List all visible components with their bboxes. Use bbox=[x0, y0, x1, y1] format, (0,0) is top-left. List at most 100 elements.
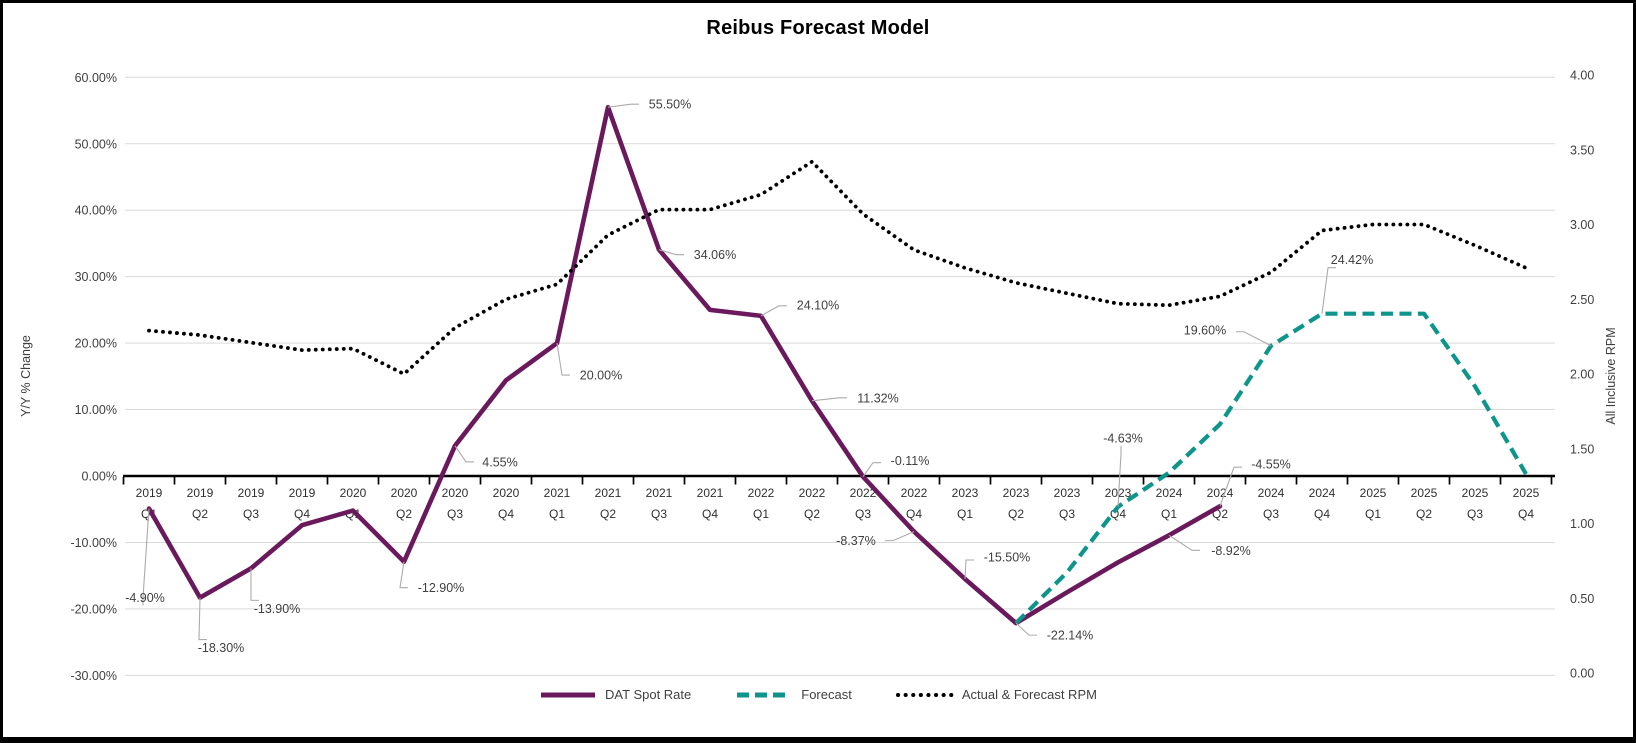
x-axis-label: 2019 Q2 bbox=[187, 486, 214, 521]
x-axis-label: 2019 Q4 bbox=[289, 486, 316, 521]
series-line-dat-spot-rate bbox=[146, 104, 1223, 626]
left-axis-tick-label: -30.00% bbox=[70, 669, 117, 683]
data-label: 55.50% bbox=[649, 98, 691, 112]
gridlines bbox=[125, 76, 1555, 676]
data-label-leader bbox=[1236, 331, 1272, 347]
data-label-leader bbox=[1168, 534, 1200, 551]
right-axis-tick-label: 3.00 bbox=[1570, 218, 1594, 232]
legend-item: Forecast bbox=[735, 687, 852, 702]
data-label-leader bbox=[1015, 622, 1037, 636]
left-axis-tick-label: -10.00% bbox=[70, 536, 117, 550]
legend-item-label: DAT Spot Rate bbox=[605, 687, 692, 702]
data-label: -4.90% bbox=[125, 591, 165, 605]
x-axis-label: 2025 Q3 bbox=[1462, 486, 1489, 521]
data-label-leader bbox=[607, 103, 639, 108]
x-axis-labels: 2019 Q1 2019 Q2 2019 Q3 2019 Q4 2020 Q1 2020 Q2 2020… bbox=[136, 486, 1540, 521]
data-label-leader bbox=[964, 559, 974, 580]
right-axis-tick-label: 1.00 bbox=[1570, 517, 1594, 531]
x-axis-label: 2020 Q4 bbox=[493, 486, 520, 521]
x-axis-label: 2020 Q3 bbox=[442, 486, 469, 521]
solid-line-icon bbox=[541, 692, 596, 697]
x-axis-label: 2024 Q1 bbox=[1156, 486, 1183, 521]
data-label: 19.60% bbox=[1184, 323, 1226, 337]
x-axis-line bbox=[122, 474, 1555, 485]
right-axis-tick-label: 4.00 bbox=[1570, 69, 1594, 83]
legend-item: DAT Spot Rate bbox=[539, 687, 691, 702]
data-labels: -4.90% -18.30% -13.90% -12.90% 4.55% 20.00% 55… bbox=[125, 98, 1373, 655]
x-axis-label: 2023 Q3 bbox=[1054, 486, 1081, 521]
right-axis-tick-labels: 4.00 3.50 3.00 2.50 2.00 1.50 1.00 0.50 0.00 bbox=[1570, 69, 1594, 681]
data-label: 24.10% bbox=[797, 298, 839, 312]
data-label: 24.42% bbox=[1331, 253, 1373, 267]
data-label: -22.14% bbox=[1047, 629, 1094, 643]
x-axis-label: 2023 Q2 bbox=[1003, 486, 1030, 521]
x-axis-label: 2021 Q3 bbox=[646, 486, 673, 521]
right-axis-tick-label: 0.50 bbox=[1570, 592, 1594, 606]
data-label-leader bbox=[862, 462, 881, 478]
data-label-leader bbox=[811, 397, 847, 402]
data-label-leader bbox=[454, 445, 474, 463]
x-axis-label: 2024 Q4 bbox=[1309, 486, 1336, 521]
chart-title: Reibus Forecast Model bbox=[706, 17, 930, 39]
data-label-leader bbox=[399, 561, 408, 589]
data-label: 4.55% bbox=[482, 455, 517, 469]
x-axis-label: 2021 Q2 bbox=[595, 486, 622, 521]
data-label: -4.55% bbox=[1251, 458, 1291, 472]
data-label-leader bbox=[760, 305, 787, 317]
data-label-leader bbox=[885, 531, 915, 542]
data-label-leader bbox=[658, 249, 684, 256]
dashed-line-icon bbox=[737, 692, 792, 697]
left-axis-tick-label: 30.00% bbox=[75, 270, 117, 284]
left-axis-title: Y/Y % Change bbox=[19, 335, 33, 417]
data-label: -0.11% bbox=[891, 454, 930, 468]
x-axis-label: 2025 Q2 bbox=[1411, 486, 1438, 521]
x-axis-label: 2024 Q2 bbox=[1207, 486, 1234, 521]
left-axis-tick-label: 40.00% bbox=[75, 204, 117, 218]
left-axis-tick-label: 10.00% bbox=[75, 403, 117, 417]
legend-item-label: Forecast bbox=[801, 687, 852, 702]
left-axis-tick-labels: 60.00% 50.00% 40.00% 30.00% 20.00% 10.00% 0.00… bbox=[70, 71, 117, 683]
x-axis-label: 2019 Q3 bbox=[238, 486, 265, 521]
x-axis-label: 2022 Q3 bbox=[850, 486, 877, 521]
legend-item-label: Actual & Forecast RPM bbox=[961, 687, 1097, 702]
x-axis-label: 2025 Q4 bbox=[1513, 486, 1540, 521]
dotted-line-icon bbox=[895, 692, 954, 697]
legend-item: Actual & Forecast RPM bbox=[895, 687, 1097, 702]
x-axis-label: 2021 Q4 bbox=[697, 486, 724, 521]
data-label: 11.32% bbox=[857, 391, 898, 405]
x-axis-label: 2024 Q3 bbox=[1258, 486, 1285, 521]
x-axis-label: 2021 Q1 bbox=[544, 486, 571, 521]
x-axis-label: 2020 Q2 bbox=[391, 486, 418, 521]
x-axis-label: 2022 Q4 bbox=[901, 486, 928, 521]
right-axis-tick-label: 2.00 bbox=[1570, 368, 1594, 382]
x-axis-label: 2020 Q1 bbox=[340, 486, 367, 521]
right-axis-tick-label: 1.50 bbox=[1570, 442, 1594, 456]
leader-lines bbox=[142, 103, 1336, 641]
left-axis-tick-label: 50.00% bbox=[75, 137, 117, 151]
data-label: -15.50% bbox=[984, 550, 1031, 564]
data-label-leader bbox=[250, 568, 259, 601]
data-label: -4.63% bbox=[1103, 431, 1143, 445]
data-label: -8.37% bbox=[836, 534, 876, 548]
left-axis-tick-label: 60.00% bbox=[75, 71, 117, 85]
data-label: -8.92% bbox=[1211, 544, 1251, 558]
left-axis-tick-label: 20.00% bbox=[75, 337, 117, 351]
data-label-leader bbox=[1219, 466, 1242, 507]
series-line-actual-forecast-rpm bbox=[147, 159, 1528, 376]
x-axis-label: 2022 Q1 bbox=[748, 486, 775, 521]
chart-canvas: 60.00% 50.00% 40.00% 30.00% 20.00% 10.00% 0.00… bbox=[19, 69, 1618, 683]
x-axis-label: 2022 Q2 bbox=[799, 486, 826, 521]
series-line-forecast bbox=[1014, 311, 1528, 625]
data-label: -18.30% bbox=[198, 641, 245, 655]
x-axis-label: 2025 Q1 bbox=[1360, 486, 1387, 521]
data-label: -13.90% bbox=[254, 602, 301, 616]
left-axis-tick-label: 0.00% bbox=[82, 470, 117, 484]
right-axis-tick-label: 3.50 bbox=[1570, 143, 1594, 157]
data-label-leader bbox=[1321, 267, 1336, 314]
data-label: 34.06% bbox=[694, 248, 736, 262]
right-axis-tick-label: 0.00 bbox=[1570, 667, 1594, 681]
right-axis-tick-label: 2.50 bbox=[1570, 293, 1594, 307]
data-label: -12.90% bbox=[418, 581, 465, 595]
x-axis-label: 2019 Q1 bbox=[136, 486, 163, 521]
